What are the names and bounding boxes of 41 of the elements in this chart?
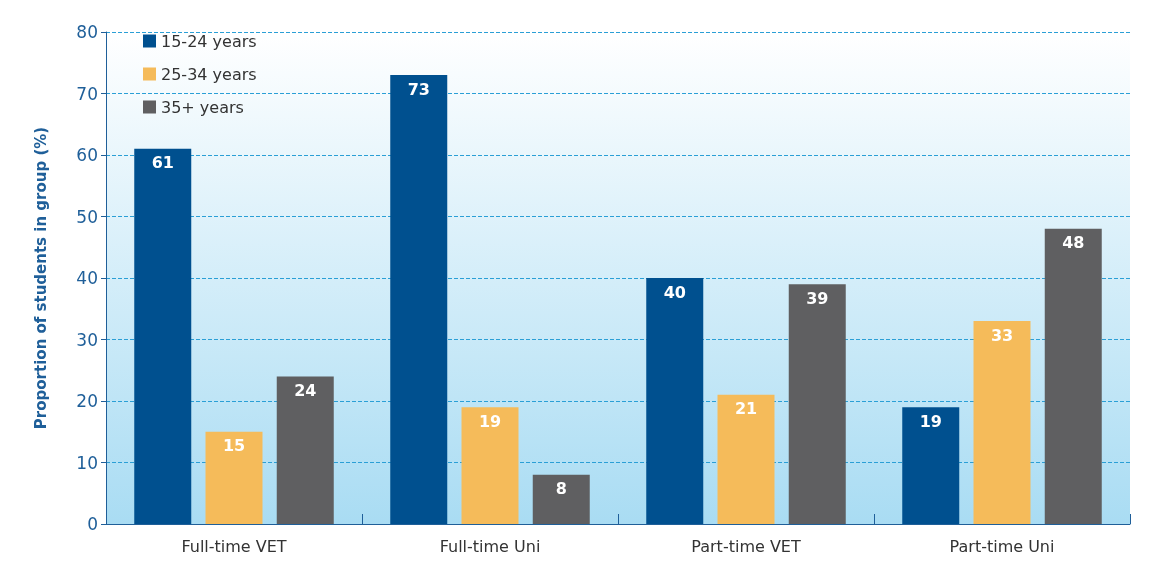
data-label: 39 — [806, 288, 829, 308]
bar — [1044, 228, 1102, 524]
bar — [276, 376, 334, 524]
x-tick-label: Part-time VET — [691, 536, 801, 556]
y-tick-label: 80 — [76, 22, 98, 42]
data-label: 8 — [555, 479, 567, 499]
legend-label: 15-24 years — [161, 31, 257, 51]
x-tick-label: Part-time Uni — [949, 536, 1055, 556]
y-tick-label: 0 — [87, 514, 98, 534]
data-label: 19 — [919, 411, 942, 431]
x-tick-label: Full-time VET — [181, 536, 287, 556]
data-label: 73 — [407, 79, 430, 99]
y-tick-label: 30 — [76, 329, 98, 350]
bar — [973, 321, 1031, 524]
bar — [717, 394, 775, 524]
data-label: 40 — [663, 282, 686, 302]
data-label: 21 — [734, 399, 758, 419]
y-tick-label: 10 — [76, 452, 98, 473]
bar — [461, 407, 519, 524]
legend-label: 25-34 years — [161, 64, 257, 84]
bar — [788, 284, 846, 524]
data-label: 15 — [222, 436, 246, 456]
y-axis-title: Proportion of students in group (%) — [31, 126, 50, 430]
bar — [646, 278, 704, 524]
data-label: 33 — [990, 325, 1014, 345]
y-tick-label: 60 — [76, 145, 98, 165]
bar — [532, 474, 590, 524]
x-tick-label: Full-time Uni — [439, 536, 541, 556]
data-label: 24 — [294, 380, 317, 400]
y-tick-label: 20 — [76, 391, 98, 411]
bar — [134, 148, 192, 524]
y-tick-label: 50 — [76, 206, 98, 227]
bar — [902, 407, 960, 524]
data-label: 61 — [151, 153, 174, 173]
bar — [205, 431, 263, 524]
legend-label: 35+ years — [161, 97, 244, 117]
data-label: 48 — [1062, 233, 1085, 253]
data-label: 19 — [478, 411, 502, 431]
y-tick-label: 70 — [76, 83, 98, 104]
bar — [390, 75, 448, 524]
y-tick-label: 40 — [76, 268, 98, 288]
